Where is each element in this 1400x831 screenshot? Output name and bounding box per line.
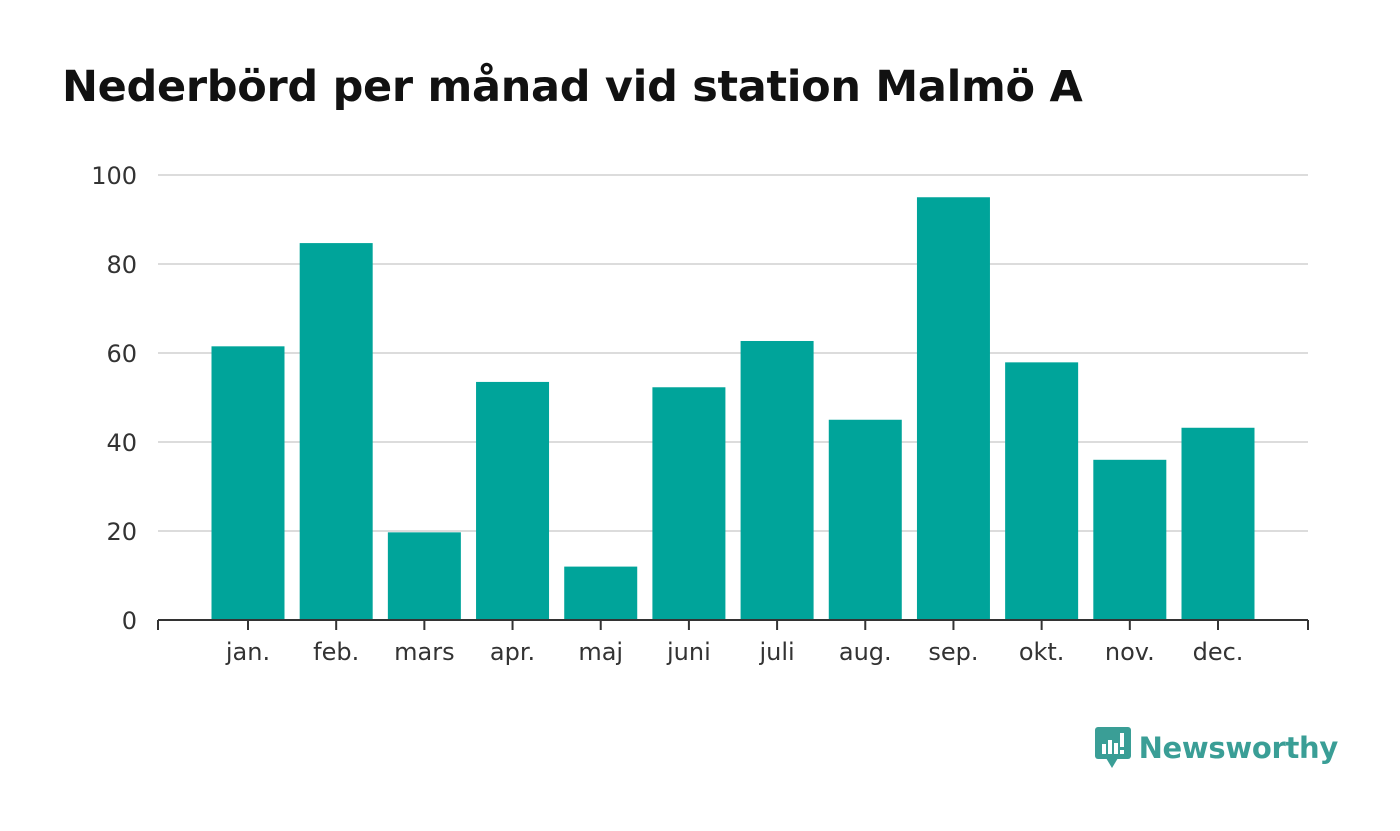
y-tick-label: 0 [122,607,137,635]
bar [299,243,373,620]
bar [1005,362,1079,620]
y-axis-labels: 0 20 40 60 80 100 [91,162,137,635]
y-tick-label: 80 [106,251,137,279]
y-tick-label: 40 [106,429,137,457]
bar-chart: 0 20 40 60 80 100 jan. feb. mars apr. maj juni juli… [91,162,1309,666]
bar [211,346,285,620]
newsworthy-logo-icon [1094,727,1131,768]
x-tick-label: juli [758,638,794,666]
brand-logo: Newsworthy [1094,727,1339,769]
bar [387,532,461,620]
x-tick-label: mars [394,638,454,666]
x-tick-label: aug. [839,638,892,666]
bars [211,197,1255,620]
bar [828,419,902,620]
x-tick-label: apr. [490,638,535,666]
brand-name: Newsworthy [1138,731,1339,765]
bar [476,381,550,620]
x-axis-labels: jan. feb. mars apr. maj juni juli aug. sep. okt. n… [225,638,1244,666]
x-tick-label: jan. [225,638,270,666]
x-tick-label: sep. [928,638,978,666]
y-tick-label: 100 [91,162,137,190]
x-tick-label: maj [578,638,623,666]
x-tick-label: juni [666,638,711,666]
bar [916,197,990,620]
bar [652,387,726,620]
bar [1093,459,1167,620]
chart-title: Nederbörd per månad vid station Malmö A [62,62,1083,112]
x-tick-label: okt. [1019,638,1065,666]
bar [564,566,638,620]
x-tick-label: nov. [1105,638,1155,666]
x-tick-label: dec. [1193,638,1244,666]
y-tick-label: 20 [106,518,137,546]
bar [740,340,814,620]
x-tick-label: feb. [313,638,359,666]
y-tick-label: 60 [106,340,137,368]
bar [1181,427,1255,620]
x-axis [157,619,1309,630]
